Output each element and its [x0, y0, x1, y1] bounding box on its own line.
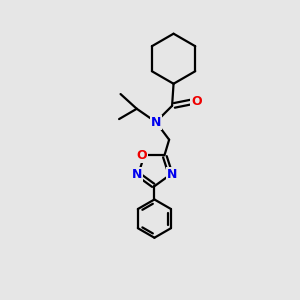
- Text: N: N: [131, 168, 142, 181]
- Text: O: O: [137, 149, 147, 162]
- Text: O: O: [191, 95, 202, 108]
- Text: N: N: [167, 168, 177, 181]
- Text: N: N: [151, 116, 161, 128]
